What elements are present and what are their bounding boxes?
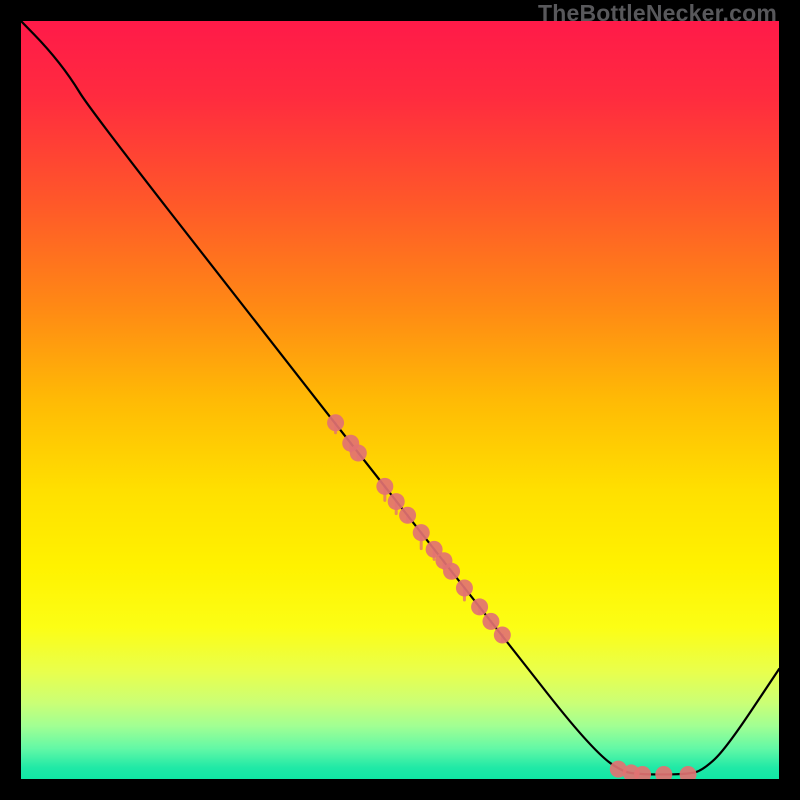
- data-marker: [388, 493, 405, 510]
- data-marker: [471, 598, 488, 615]
- data-marker: [482, 613, 499, 630]
- bottleneck-curve: [21, 21, 779, 774]
- outer-frame: TheBottleNecker.com: [0, 0, 800, 800]
- data-marker: [456, 579, 473, 596]
- watermark-text: TheBottleNecker.com: [538, 0, 777, 27]
- data-marker: [494, 626, 511, 643]
- data-marker: [655, 766, 672, 779]
- data-marker: [399, 507, 416, 524]
- data-marker: [413, 524, 430, 541]
- chart-overlay: [21, 21, 779, 779]
- data-marker: [680, 766, 697, 779]
- data-marker: [327, 414, 344, 431]
- data-marker: [376, 478, 393, 495]
- data-marker: [443, 563, 460, 580]
- data-markers: [327, 414, 696, 779]
- data-marker: [350, 445, 367, 462]
